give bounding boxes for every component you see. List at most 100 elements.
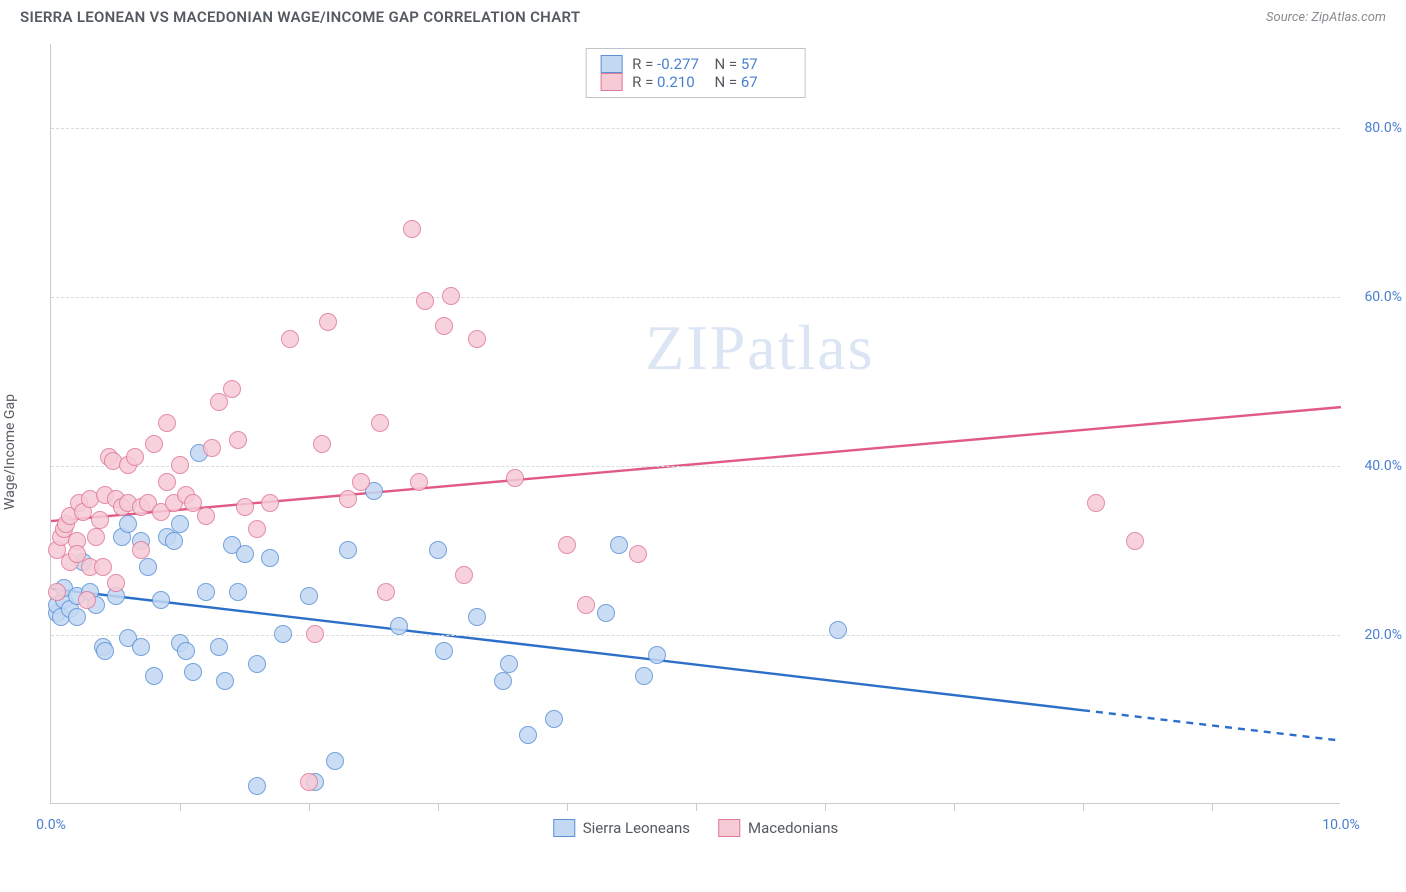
data-point — [558, 536, 576, 554]
data-point — [429, 541, 447, 559]
data-point — [500, 655, 518, 673]
plot-area: ZIPatlas R = -0.277 N = 57 R = 0.210 N =… — [50, 44, 1340, 804]
data-point — [326, 752, 344, 770]
data-point — [177, 642, 195, 660]
x-tick — [696, 803, 697, 811]
gridline — [51, 297, 1340, 298]
data-point — [229, 431, 247, 449]
source-attribution: Source: ZipAtlas.com — [1266, 10, 1386, 25]
data-point — [261, 549, 279, 567]
data-point — [119, 515, 137, 533]
data-point — [435, 317, 453, 335]
data-point — [132, 541, 150, 559]
data-point — [1087, 494, 1105, 512]
data-point — [300, 587, 318, 605]
legend-label: Sierra Leoneans — [583, 819, 690, 837]
data-point — [1126, 532, 1144, 550]
data-point — [107, 574, 125, 592]
data-point — [635, 667, 653, 685]
data-point — [629, 545, 647, 563]
x-tick — [309, 803, 310, 811]
data-point — [165, 532, 183, 550]
data-point — [829, 621, 847, 639]
correlation-row: R = -0.277 N = 57 — [600, 55, 791, 73]
legend-swatch — [718, 819, 740, 837]
chart-header: SIERRA LEONEAN VS MACEDONIAN WAGE/INCOME… — [0, 0, 1406, 28]
data-point — [313, 435, 331, 453]
data-point — [223, 380, 241, 398]
correlation-text: R = 0.210 N = 67 — [632, 73, 791, 91]
data-point — [236, 498, 254, 516]
data-point — [145, 435, 163, 453]
y-tick-label: 60.0% — [1346, 289, 1402, 305]
data-point — [597, 604, 615, 622]
correlation-row: R = 0.210 N = 67 — [600, 73, 791, 91]
data-point — [145, 667, 163, 685]
x-axis-label-min: 0.0% — [36, 817, 66, 833]
data-point — [577, 596, 595, 614]
x-tick — [567, 803, 568, 811]
data-point — [197, 507, 215, 525]
legend-label: Macedonians — [748, 819, 838, 837]
legend-swatch — [600, 55, 622, 73]
data-point — [236, 545, 254, 563]
legend-item: Sierra Leoneans — [553, 819, 690, 837]
trendlines-layer — [51, 44, 1341, 804]
data-point — [248, 655, 266, 673]
y-tick-label: 80.0% — [1346, 120, 1402, 136]
data-point — [435, 642, 453, 660]
data-point — [339, 490, 357, 508]
data-point — [371, 414, 389, 432]
data-point — [403, 220, 421, 238]
data-point — [610, 536, 628, 554]
data-point — [377, 583, 395, 601]
correlation-text: R = -0.277 N = 57 — [632, 55, 791, 73]
gridline — [51, 466, 1340, 467]
x-tick — [825, 803, 826, 811]
data-point — [300, 773, 318, 791]
legend-swatch — [553, 819, 575, 837]
data-point — [494, 672, 512, 690]
data-point — [468, 608, 486, 626]
data-point — [171, 515, 189, 533]
data-point — [184, 663, 202, 681]
chart-title: SIERRA LEONEAN VS MACEDONIAN WAGE/INCOME… — [20, 8, 580, 26]
data-point — [306, 625, 324, 643]
x-tick — [180, 803, 181, 811]
x-tick — [438, 803, 439, 811]
data-point — [197, 583, 215, 601]
data-point — [152, 591, 170, 609]
data-point — [94, 558, 112, 576]
data-point — [545, 710, 563, 728]
data-point — [410, 473, 428, 491]
legend-swatch — [600, 73, 622, 91]
data-point — [229, 583, 247, 601]
x-tick — [954, 803, 955, 811]
trendline — [51, 589, 1083, 711]
data-point — [158, 414, 176, 432]
chart-container: Wage/Income Gap ZIPatlas R = -0.277 N = … — [50, 44, 1390, 844]
data-point — [519, 726, 537, 744]
legend-item: Macedonians — [718, 819, 838, 837]
data-point — [352, 473, 370, 491]
data-point — [216, 672, 234, 690]
data-point — [68, 608, 86, 626]
series-legend: Sierra Leoneans Macedonians — [553, 819, 838, 837]
data-point — [648, 646, 666, 664]
gridline — [51, 635, 1340, 636]
data-point — [48, 583, 66, 601]
data-point — [506, 469, 524, 487]
data-point — [390, 617, 408, 635]
data-point — [281, 330, 299, 348]
watermark: ZIPatlas — [645, 311, 874, 385]
data-point — [87, 528, 105, 546]
y-axis-label: Wage/Income Gap — [2, 394, 18, 510]
data-point — [158, 473, 176, 491]
data-point — [210, 638, 228, 656]
data-point — [132, 638, 150, 656]
y-tick-label: 40.0% — [1346, 458, 1402, 474]
data-point — [261, 494, 279, 512]
data-point — [203, 439, 221, 457]
x-tick — [1212, 803, 1213, 811]
data-point — [171, 456, 189, 474]
